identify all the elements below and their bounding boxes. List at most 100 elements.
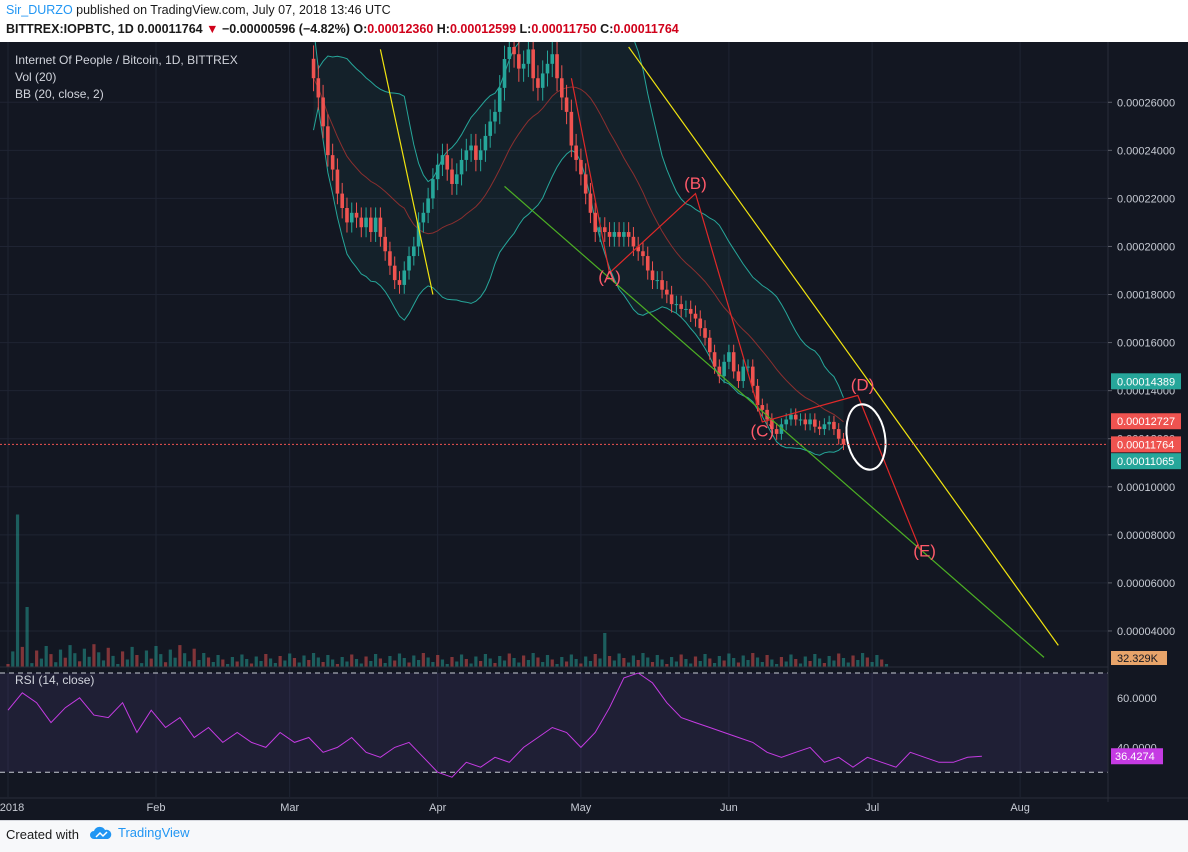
candle-body [688,308,693,314]
candle-body [708,337,712,353]
candle-body [598,227,602,233]
volume-bar [670,657,674,667]
candle-body [631,236,636,247]
volume-bar [111,655,115,667]
volume-bar [555,664,559,667]
tradingview-brand[interactable]: TradingView [118,825,190,840]
volume-bar [144,650,149,667]
rsi-badge [1111,748,1163,765]
volume-bar [364,656,368,667]
candle-body [770,419,774,430]
candle-body [454,174,459,184]
candle-body [378,217,383,237]
candle-body [760,405,765,410]
volume-bar [717,656,721,667]
volume-bar [245,659,249,667]
candle-body [607,232,612,237]
candle-body [765,409,769,420]
volume-bar [560,657,564,667]
price-tick-label: 0.00022000 [1117,193,1175,205]
candle-body [727,352,731,362]
price-badge-label: 0.00011065 [1117,456,1174,468]
legend-rsi[interactable]: RSI (14, close) [15,673,94,687]
volume-bar [49,654,53,667]
price-badge-label: 0.00014389 [1117,376,1175,388]
price-badge [1111,453,1181,470]
wave-path [570,78,921,550]
volume-bar [254,656,258,667]
candle-body [569,111,574,146]
bollinger-bands [313,42,844,456]
candle-body [555,54,559,79]
volume-bar [168,649,172,667]
candle-body [813,419,817,427]
volume-bar [120,651,125,667]
volume-bar [517,662,521,667]
candle-body [641,251,645,257]
volume-bar [827,656,831,667]
candle-body [407,256,411,271]
volume-bar [125,659,129,667]
volume-bar [837,653,841,667]
volume-bar [531,653,535,667]
tradingview-link[interactable]: TradingView [90,825,190,840]
candle-body [373,217,378,233]
volume-bar [326,655,330,667]
legend-volume[interactable]: Vol (20) [15,70,56,84]
change-down-icon: ▼ [206,22,219,36]
volume-bar [230,657,234,667]
candle-body [774,429,779,434]
candle-body [703,328,707,338]
volume-bar [751,653,755,667]
candle-body [674,304,679,306]
volume-bar [856,660,860,667]
low-label: L: [519,22,532,36]
candle-body [789,414,793,420]
volume-bar [58,649,63,667]
candle-body [474,145,478,160]
chart-area[interactable]: (A) (B) (C) (D) (E) 0.00004000 0.00006000 0.00… [0,42,1188,820]
volume-bar [464,659,468,667]
volume-bar [574,659,578,667]
candle-body [560,78,564,98]
volume-bar [130,646,134,667]
volume-bar [431,662,435,667]
time-tick-label: Aug [1010,802,1030,814]
volume-bar [416,660,421,667]
candlesticks [311,42,846,451]
candle-body [540,73,545,88]
candle-body [507,47,512,60]
volume-bar [187,661,192,667]
volume-bar [450,657,454,667]
volume-bar [636,660,640,667]
candle-body [459,159,464,175]
volume-bar [588,661,593,667]
volume-bar [603,633,607,667]
volume-bar [712,663,717,667]
volume-bar [689,663,693,667]
candle-body [636,246,640,252]
volume-bar [54,662,58,667]
volume-bar [216,655,220,667]
volume-bar [650,662,655,667]
volume-bar [316,657,320,667]
wave-label: (E) [913,541,936,560]
volume-bar [684,659,688,667]
volume-bar [493,663,497,667]
candle-body [793,414,798,420]
legend-title[interactable]: Internet Of People / Bitcoin, 1D, BITTRE… [15,53,238,67]
volume-bar [445,664,449,667]
price-tick-label: 0.00010000 [1117,482,1175,494]
volume-bar [798,663,803,667]
candle-body [340,193,344,209]
volume-bar [564,661,569,667]
candle-body [383,236,387,252]
legend-bollinger[interactable]: BB (20, close, 2) [15,87,104,101]
chart-canvas[interactable]: (A)(B)(C)(D)(E) 0.000040000.000060000.00… [0,42,1188,820]
candle-body [349,212,354,223]
price-tick-label: 0.00024000 [1117,145,1175,157]
volume-bar [488,658,492,667]
candle-body [731,352,736,372]
volume-bar [813,654,817,667]
author-link[interactable]: Sir_DURZO [6,3,73,17]
